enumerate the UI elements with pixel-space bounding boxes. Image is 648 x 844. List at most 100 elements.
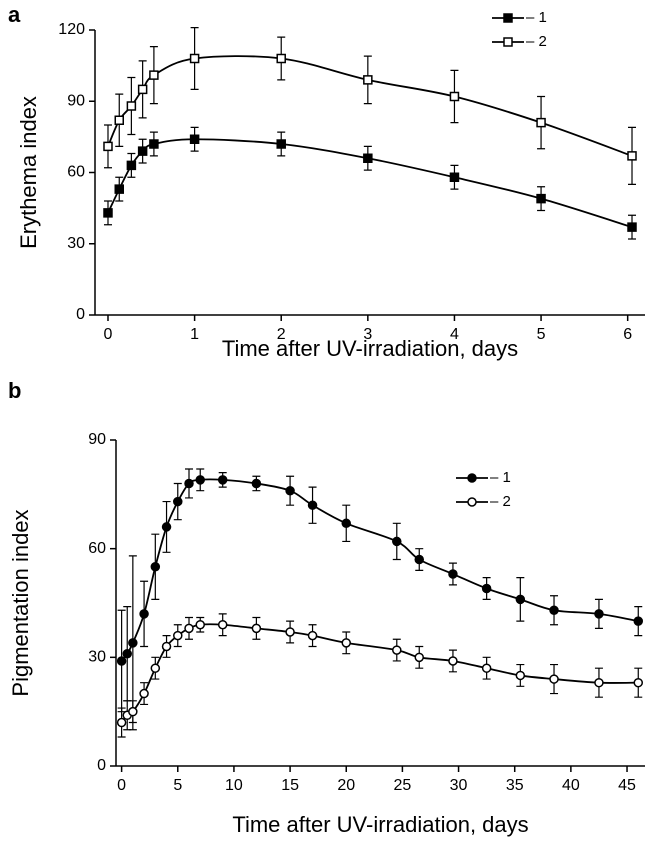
marker [122,648,132,659]
y-tick-label: 90 [88,431,106,448]
y-tick-label: 30 [88,649,106,666]
marker [114,184,125,194]
panel-label: b [8,378,21,403]
marker [414,652,424,663]
marker [149,139,159,149]
marker [449,91,460,102]
marker [481,663,492,673]
marker [285,627,295,637]
marker [285,485,295,496]
marker [633,616,644,626]
x-tick-label: 5 [173,777,182,794]
series-line [107,138,633,228]
marker [114,115,125,125]
x-tick-label: 0 [104,326,113,343]
marker [341,518,351,529]
x-tick-label: 25 [394,777,412,794]
marker [515,594,526,605]
x-tick-label: 30 [450,777,468,794]
marker [449,172,460,182]
marker [627,151,637,161]
marker [594,609,604,619]
x-tick-label: 35 [506,777,524,794]
x-tick-label: 15 [281,777,299,794]
marker [189,53,200,64]
x-tick-label: 1 [190,326,199,343]
marker [139,688,149,699]
x-tick-label: 6 [623,326,632,343]
marker [150,562,161,572]
marker [448,656,458,666]
x-tick-label: 20 [337,777,355,794]
x-tick-label: 4 [450,326,459,343]
legend-label: – 1 [526,9,547,26]
marker [139,609,149,619]
marker [217,475,228,485]
marker [448,569,458,579]
x-tick-label: 3 [363,326,372,343]
marker [536,117,546,128]
marker [116,656,127,666]
marker [549,605,559,615]
y-axis-label: Erythema index [16,96,41,249]
legend-label: – 2 [526,33,547,50]
marker [184,478,194,489]
legend-marker [503,37,513,47]
marker [126,160,137,171]
marker [161,522,172,532]
y-tick-label: 90 [67,92,85,109]
y-tick-label: 120 [58,21,85,38]
marker [137,146,148,156]
marker [217,619,228,630]
marker [341,638,351,648]
marker [149,70,159,80]
panel-label: a [8,2,21,27]
y-tick-label: 60 [88,540,106,557]
marker [481,583,492,594]
marker [414,554,424,565]
marker [116,717,127,728]
marker [195,475,205,485]
marker [173,496,183,507]
legend-marker [467,497,477,507]
x-axis-label: Time after UV-irradiation, days [222,336,518,361]
marker [103,208,113,218]
x-tick-label: 0 [117,777,126,794]
marker [276,139,286,149]
series-line [107,55,633,157]
x-tick-label: 5 [537,326,546,343]
legend-marker [503,13,513,23]
marker [173,630,183,641]
y-axis-label: Pigmentation index [8,509,33,696]
x-tick-label: 10 [225,777,243,794]
marker [128,706,138,717]
marker [363,75,373,85]
marker [392,645,402,655]
marker [103,141,113,152]
marker [251,623,262,634]
y-tick-label: 0 [97,757,106,774]
marker [150,663,161,673]
marker [161,641,172,652]
marker [276,53,286,64]
marker [184,623,194,634]
marker [189,134,200,144]
marker [515,670,526,681]
y-tick-label: 30 [67,235,85,252]
x-axis-label: Time after UV-irradiation, days [232,812,528,837]
legend-label: – 2 [490,493,511,510]
marker [307,500,318,510]
x-tick-label: 40 [562,777,580,794]
legend-marker [467,473,477,483]
y-tick-label: 0 [76,306,85,323]
marker [536,193,546,204]
marker [627,222,637,232]
marker [363,153,373,163]
marker [549,674,559,684]
marker [392,536,402,547]
marker [126,101,137,111]
x-tick-label: 45 [618,777,636,794]
series-line [120,623,639,724]
marker [594,677,604,688]
